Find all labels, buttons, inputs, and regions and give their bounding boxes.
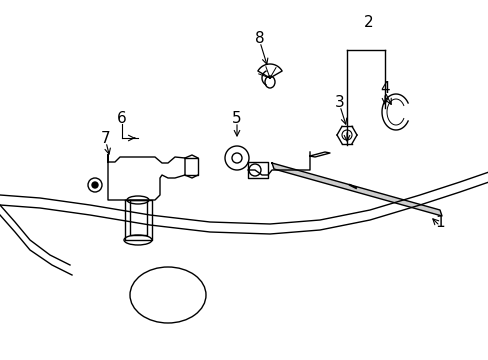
Text: 7: 7 bbox=[101, 131, 111, 145]
Text: 8: 8 bbox=[255, 31, 264, 45]
Ellipse shape bbox=[92, 182, 98, 188]
Text: 5: 5 bbox=[232, 111, 242, 126]
Text: 3: 3 bbox=[334, 95, 344, 109]
Polygon shape bbox=[271, 163, 441, 216]
Text: 2: 2 bbox=[364, 14, 373, 30]
Text: 4: 4 bbox=[379, 81, 389, 95]
Text: 1: 1 bbox=[434, 215, 444, 230]
Text: 6: 6 bbox=[117, 111, 126, 126]
